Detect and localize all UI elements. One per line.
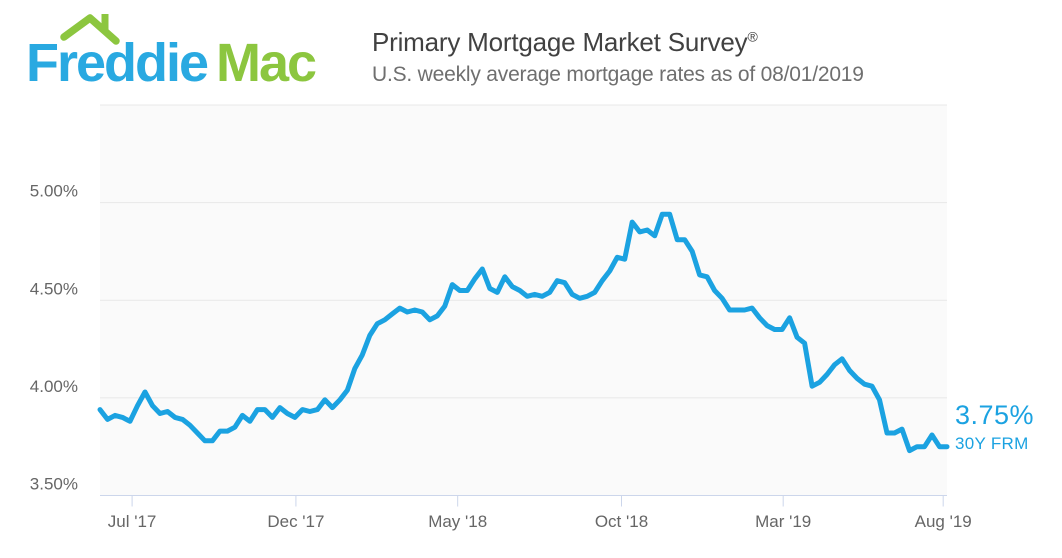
registered-mark: ® <box>747 28 758 45</box>
logo-word-freddie: Freddie <box>26 33 209 93</box>
header-titles: Primary Mortgage Market Survey® U.S. wee… <box>372 27 864 87</box>
latest-rate-annotation: 3.75% 30Y FRM <box>955 400 1035 453</box>
series-label: 30Y FRM <box>955 434 1029 453</box>
chart-title-text: Primary Mortgage Market Survey <box>372 27 748 57</box>
y-axis-label: 4.50% <box>30 279 78 298</box>
x-axis-label: Aug '19 <box>915 512 972 531</box>
y-axis-label: 4.00% <box>30 377 78 396</box>
rate-line[interactable] <box>97 211 950 454</box>
chart-title: Primary Mortgage Market Survey® <box>372 27 864 57</box>
x-axis-label: Jul '17 <box>108 512 157 531</box>
chart-subtitle: U.S. weekly average mortgage rates as of… <box>372 63 864 86</box>
y-axis-label: 5.00% <box>30 182 78 201</box>
latest-rate-value: 3.75% <box>955 400 1035 430</box>
y-axis-label: 3.50% <box>30 475 78 494</box>
x-axis-label: Mar '19 <box>755 512 811 531</box>
freddie-mac-logo: Freddie Mac <box>26 14 317 93</box>
x-axis-label: Dec '17 <box>267 512 324 531</box>
house-roof-icon <box>60 14 120 45</box>
x-axis-label: Oct '18 <box>595 512 648 531</box>
x-axis-label: May '18 <box>428 512 487 531</box>
logo-word-mac: Mac <box>216 33 317 93</box>
